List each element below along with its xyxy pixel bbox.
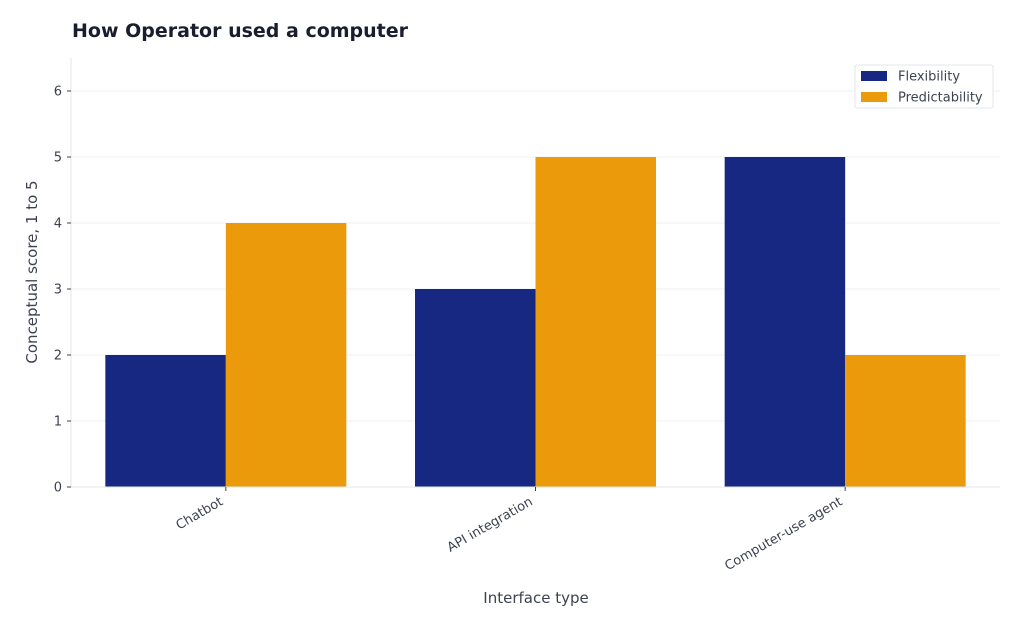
- y-tick-label: 0: [54, 481, 62, 496]
- bars: [105, 157, 966, 487]
- bar-predictability-2: [535, 157, 656, 487]
- bar-predictability-1: [225, 223, 347, 487]
- x-axis-label: Interface type: [483, 589, 588, 607]
- bar-predictability-3: [845, 355, 966, 487]
- y-tick-label: 1: [54, 415, 62, 430]
- y-tick-label: 2: [54, 349, 62, 364]
- y-tick-label: 4: [54, 217, 62, 232]
- bar-flexibility-3: [724, 157, 846, 487]
- x-tick-label: Computer-use agent: [722, 494, 845, 574]
- chart-title: How Operator used a computer: [72, 20, 409, 42]
- y-tick-label: 5: [54, 151, 62, 166]
- x-ticks: Chatbot API integration Computer-use agent: [174, 487, 846, 574]
- bar-flexibility-2: [415, 289, 536, 487]
- legend-label-predictability: Predictability: [898, 91, 983, 106]
- y-tick-label: 6: [54, 85, 62, 100]
- legend-box: [854, 64, 994, 109]
- y-axis-label: Conceptual score, 1 to 5: [23, 180, 41, 363]
- x-tick-label: Chatbot: [174, 494, 226, 533]
- legend: Flexibility Predictability: [854, 64, 994, 109]
- y-ticks: 0 1 2 3 4 5 6: [54, 85, 71, 496]
- bar-flexibility-1: [105, 355, 226, 487]
- legend-swatch-predictability: [861, 92, 887, 102]
- x-tick-label: API integration: [445, 494, 536, 555]
- y-tick-label: 3: [54, 283, 62, 298]
- legend-swatch-flexibility: [861, 71, 887, 81]
- legend-label-flexibility: Flexibility: [898, 70, 960, 85]
